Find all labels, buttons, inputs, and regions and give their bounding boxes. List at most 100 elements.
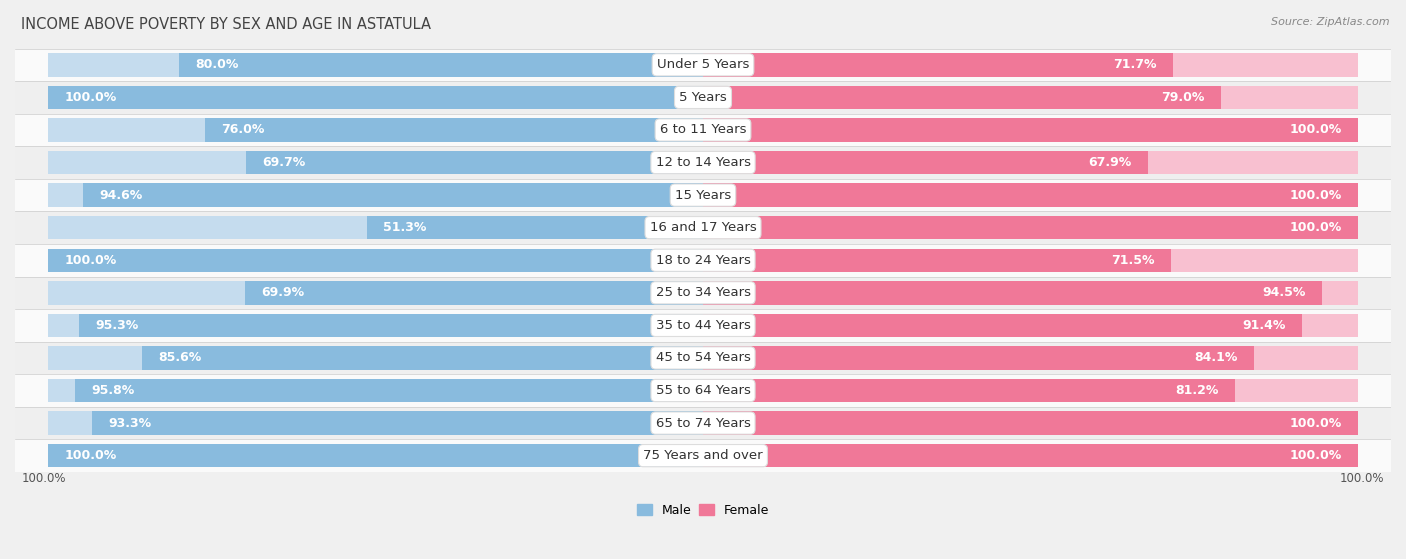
Bar — [15, 49, 1391, 81]
Text: 12 to 14 Years: 12 to 14 Years — [655, 156, 751, 169]
Bar — [15, 374, 1391, 407]
Bar — [367, 216, 703, 239]
Text: 100.0%: 100.0% — [1289, 416, 1341, 429]
Text: 93.3%: 93.3% — [108, 416, 152, 429]
Text: 69.7%: 69.7% — [263, 156, 307, 169]
Bar — [703, 379, 1234, 402]
Bar — [15, 179, 1391, 211]
Bar — [48, 86, 703, 109]
Text: 100.0%: 100.0% — [1340, 472, 1385, 485]
Text: 94.6%: 94.6% — [100, 188, 143, 202]
Text: 18 to 24 Years: 18 to 24 Years — [655, 254, 751, 267]
Text: 55 to 64 Years: 55 to 64 Years — [655, 384, 751, 397]
Bar — [179, 53, 703, 77]
Bar — [703, 53, 1358, 77]
Bar — [703, 249, 1358, 272]
Bar — [703, 119, 1358, 141]
Bar — [48, 249, 703, 272]
Text: 84.1%: 84.1% — [1194, 352, 1237, 364]
Text: 85.6%: 85.6% — [159, 352, 201, 364]
Bar — [15, 113, 1391, 146]
Bar — [703, 346, 1358, 369]
Text: Under 5 Years: Under 5 Years — [657, 58, 749, 72]
Bar — [48, 411, 703, 435]
Text: 100.0%: 100.0% — [1289, 188, 1341, 202]
Bar — [703, 411, 1358, 435]
Bar — [48, 444, 703, 467]
Bar — [15, 277, 1391, 309]
Bar — [142, 346, 703, 369]
Text: 16 and 17 Years: 16 and 17 Years — [650, 221, 756, 234]
Bar — [245, 281, 703, 305]
Text: Source: ZipAtlas.com: Source: ZipAtlas.com — [1271, 17, 1389, 27]
Legend: Male, Female: Male, Female — [633, 500, 773, 521]
Text: 100.0%: 100.0% — [65, 91, 117, 104]
Text: 100.0%: 100.0% — [1289, 124, 1341, 136]
Text: 5 Years: 5 Years — [679, 91, 727, 104]
Bar — [703, 183, 1358, 207]
Bar — [703, 314, 1358, 337]
Bar — [703, 183, 1358, 207]
Bar — [703, 151, 1358, 174]
Bar — [15, 211, 1391, 244]
Text: 80.0%: 80.0% — [195, 58, 239, 72]
Bar — [79, 314, 703, 337]
Text: 100.0%: 100.0% — [1289, 449, 1341, 462]
Bar — [703, 379, 1358, 402]
Bar — [48, 119, 703, 141]
Bar — [15, 146, 1391, 179]
Bar — [246, 151, 703, 174]
Bar — [703, 151, 1147, 174]
Text: 69.9%: 69.9% — [262, 286, 305, 299]
Bar — [15, 342, 1391, 374]
Text: 35 to 44 Years: 35 to 44 Years — [655, 319, 751, 332]
Bar — [15, 407, 1391, 439]
Bar — [703, 216, 1358, 239]
Text: 79.0%: 79.0% — [1161, 91, 1205, 104]
Bar — [48, 444, 703, 467]
Bar — [703, 411, 1358, 435]
Text: 45 to 54 Years: 45 to 54 Years — [655, 352, 751, 364]
Bar — [703, 216, 1358, 239]
Bar — [15, 309, 1391, 342]
Text: 95.8%: 95.8% — [91, 384, 135, 397]
Text: 81.2%: 81.2% — [1175, 384, 1219, 397]
Bar — [703, 119, 1358, 141]
Text: 95.3%: 95.3% — [96, 319, 138, 332]
Bar — [48, 314, 703, 337]
Bar — [703, 346, 1254, 369]
Bar — [205, 119, 703, 141]
Bar — [48, 183, 703, 207]
Bar — [703, 281, 1322, 305]
Bar — [48, 216, 703, 239]
Bar — [703, 53, 1173, 77]
Bar — [703, 86, 1358, 109]
Bar — [703, 281, 1358, 305]
Text: 100.0%: 100.0% — [1289, 221, 1341, 234]
Bar — [48, 281, 703, 305]
Bar — [703, 86, 1220, 109]
Bar — [76, 379, 703, 402]
Bar — [703, 444, 1358, 467]
Text: 67.9%: 67.9% — [1088, 156, 1132, 169]
Bar — [48, 346, 703, 369]
Bar — [91, 411, 703, 435]
Text: 15 Years: 15 Years — [675, 188, 731, 202]
Bar — [703, 314, 1302, 337]
Bar — [15, 81, 1391, 113]
Bar — [48, 86, 703, 109]
Text: 71.5%: 71.5% — [1112, 254, 1156, 267]
Text: 94.5%: 94.5% — [1263, 286, 1306, 299]
Text: 76.0%: 76.0% — [221, 124, 264, 136]
Bar — [703, 249, 1171, 272]
Text: 71.7%: 71.7% — [1114, 58, 1156, 72]
Bar — [48, 151, 703, 174]
Text: 100.0%: 100.0% — [65, 449, 117, 462]
Bar — [83, 183, 703, 207]
Text: 65 to 74 Years: 65 to 74 Years — [655, 416, 751, 429]
Text: 25 to 34 Years: 25 to 34 Years — [655, 286, 751, 299]
Bar — [48, 249, 703, 272]
Text: INCOME ABOVE POVERTY BY SEX AND AGE IN ASTATULA: INCOME ABOVE POVERTY BY SEX AND AGE IN A… — [21, 17, 432, 32]
Bar — [48, 53, 703, 77]
Text: 6 to 11 Years: 6 to 11 Years — [659, 124, 747, 136]
